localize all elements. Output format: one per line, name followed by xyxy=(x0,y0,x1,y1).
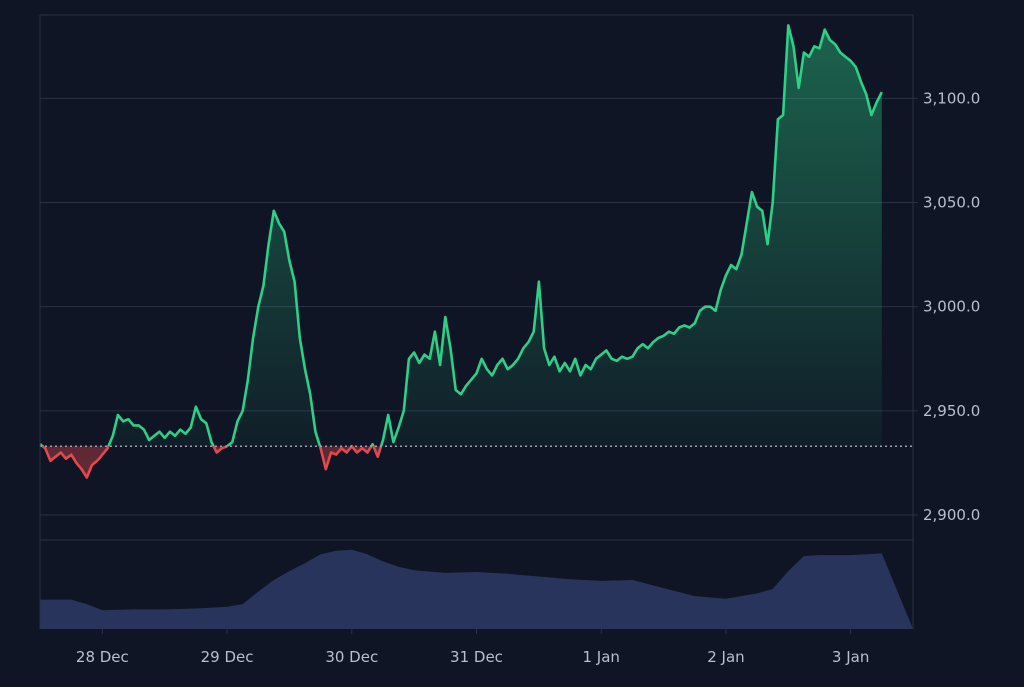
x-tick-label: 2 Jan xyxy=(707,648,744,666)
x-axis: 28 Dec 29 Dec 30 Dec 31 Dec 1 Jan 2 Jan 3 Jan xyxy=(76,629,869,666)
y-axis: 3,100.0 3,050.0 3,000.0 2,950.0 2,900.0 xyxy=(913,89,980,524)
line-above-baseline xyxy=(39,24,883,447)
x-tick-label: 31 Dec xyxy=(450,648,503,666)
y-tick-label: 2,950.0 xyxy=(923,402,980,420)
volume-area xyxy=(40,549,913,629)
price-line xyxy=(39,24,883,479)
x-tick-label: 29 Dec xyxy=(201,648,254,666)
grid-lines xyxy=(40,97,913,541)
x-tick-label: 30 Dec xyxy=(325,648,378,666)
y-tick-label: 3,000.0 xyxy=(923,298,980,316)
x-tick-label: 3 Jan xyxy=(832,648,869,666)
y-tick-label: 3,050.0 xyxy=(923,194,980,212)
y-tick-label: 3,100.0 xyxy=(923,89,980,107)
y-tick-label: 2,900.0 xyxy=(923,506,980,524)
area-above-baseline xyxy=(40,25,882,447)
plot-frame xyxy=(39,14,914,629)
price-area xyxy=(40,25,882,478)
x-tick-label: 28 Dec xyxy=(76,648,129,666)
x-tick-label: 1 Jan xyxy=(582,648,619,666)
volume-bars xyxy=(40,549,913,629)
